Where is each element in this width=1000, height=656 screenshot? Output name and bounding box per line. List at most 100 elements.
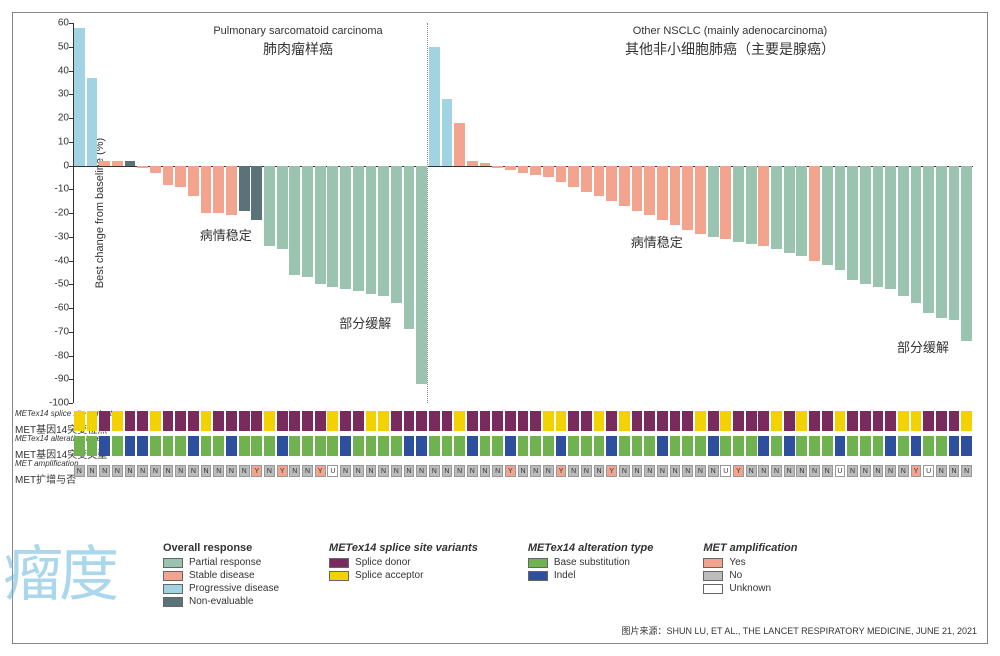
patient-bar xyxy=(201,166,212,214)
track-cell: N xyxy=(226,465,237,477)
track-cell: N xyxy=(492,465,503,477)
track-cell xyxy=(873,436,884,456)
track-cell: N xyxy=(936,465,947,477)
section-title-en: Other NSCLC (mainly adenocarcinoma) xyxy=(610,25,850,37)
track-cell xyxy=(594,436,605,456)
patient-bar xyxy=(150,166,161,173)
legend-item: Partial response xyxy=(163,557,279,568)
track-cell xyxy=(835,411,846,431)
legend-label: Splice acceptor xyxy=(355,570,423,581)
track-cell: N xyxy=(74,465,85,477)
track-cell: N xyxy=(885,465,896,477)
track-cell xyxy=(175,411,186,431)
section-title-en: Pulmonary sarcomatoid carcinoma xyxy=(178,25,418,37)
track-cell xyxy=(327,436,338,456)
track-cell xyxy=(885,411,896,431)
track-cell xyxy=(505,436,516,456)
legend-label: Non-evaluable xyxy=(189,596,254,607)
track-cell: N xyxy=(619,465,630,477)
track-cell: N xyxy=(378,465,389,477)
track-cell xyxy=(657,411,668,431)
track-cell xyxy=(784,436,795,456)
track-cell xyxy=(961,436,972,456)
track-cell xyxy=(480,411,491,431)
track-cell xyxy=(125,411,136,431)
legend-item: Yes xyxy=(703,557,797,568)
track-cells: NNNNNNNNNNNNNNYNYNNYUNNNNNNNNNNNNNYNNNYN… xyxy=(73,461,973,481)
track-cell: N xyxy=(239,465,250,477)
track-cell: N xyxy=(530,465,541,477)
patient-bar xyxy=(87,78,98,166)
track-cell xyxy=(657,436,668,456)
track-cell xyxy=(302,411,313,431)
track-cell xyxy=(315,411,326,431)
patient-bar xyxy=(594,166,605,197)
track-cell xyxy=(860,436,871,456)
track-cell xyxy=(556,436,567,456)
track-cells xyxy=(73,411,973,431)
track-cell: Y xyxy=(315,465,326,477)
patient-bar xyxy=(175,166,186,187)
track-cell xyxy=(163,436,174,456)
patient-bar xyxy=(911,166,922,304)
legend-item: Non-evaluable xyxy=(163,596,279,607)
track-cell xyxy=(467,436,478,456)
patient-bar xyxy=(796,166,807,256)
track-cell xyxy=(391,411,402,431)
patient-bar xyxy=(568,166,579,187)
track-cell: Y xyxy=(911,465,922,477)
legend-item: Splice acceptor xyxy=(329,570,478,581)
track-cell xyxy=(606,436,617,456)
y-tick: 0 xyxy=(43,160,69,171)
track-cell xyxy=(277,436,288,456)
legend-item: Stable disease xyxy=(163,570,279,581)
patient-bar xyxy=(264,166,275,247)
legend-label: Splice donor xyxy=(355,557,411,568)
track-cell xyxy=(911,411,922,431)
y-tick: -10 xyxy=(43,184,69,195)
track-cell: N xyxy=(847,465,858,477)
track-cell xyxy=(644,436,655,456)
track-cell xyxy=(353,411,364,431)
patient-bar xyxy=(657,166,668,221)
track-cell: N xyxy=(873,465,884,477)
track-cell xyxy=(378,411,389,431)
patient-bar xyxy=(771,166,782,249)
patient-bar xyxy=(302,166,313,278)
track-cell: N xyxy=(150,465,161,477)
legend-label: Base substitution xyxy=(554,557,630,568)
y-tick: -100 xyxy=(43,398,69,409)
patient-bar xyxy=(480,163,491,165)
patient-bar xyxy=(137,166,148,168)
track-cell: N xyxy=(543,465,554,477)
patient-bar xyxy=(873,166,884,287)
track-cell xyxy=(137,411,148,431)
track-cell: N xyxy=(568,465,579,477)
legend-label: No xyxy=(729,570,742,581)
track-cell: N xyxy=(391,465,402,477)
track-row: METex14 splice site variantsMET基因14突变位点 xyxy=(73,411,973,433)
track-cell xyxy=(708,411,719,431)
y-tick: -40 xyxy=(43,255,69,266)
track-cell: N xyxy=(416,465,427,477)
patient-bar xyxy=(353,166,364,292)
legend-swatch xyxy=(703,584,723,594)
legend-title: MET amplification xyxy=(703,542,797,554)
track-cell: N xyxy=(632,465,643,477)
track-cell xyxy=(454,436,465,456)
patient-bar xyxy=(860,166,871,285)
patient-bar xyxy=(327,166,338,287)
track-cell xyxy=(644,411,655,431)
track-cell xyxy=(543,436,554,456)
track-cell xyxy=(923,436,934,456)
patient-bar xyxy=(961,166,972,342)
track-cell xyxy=(606,411,617,431)
patient-bar xyxy=(809,166,820,261)
y-tick: -30 xyxy=(43,231,69,242)
track-cell xyxy=(289,411,300,431)
track-cell xyxy=(366,436,377,456)
track-cell xyxy=(758,411,769,431)
track-cell xyxy=(733,436,744,456)
track-cell xyxy=(936,436,947,456)
patient-bar xyxy=(898,166,909,297)
